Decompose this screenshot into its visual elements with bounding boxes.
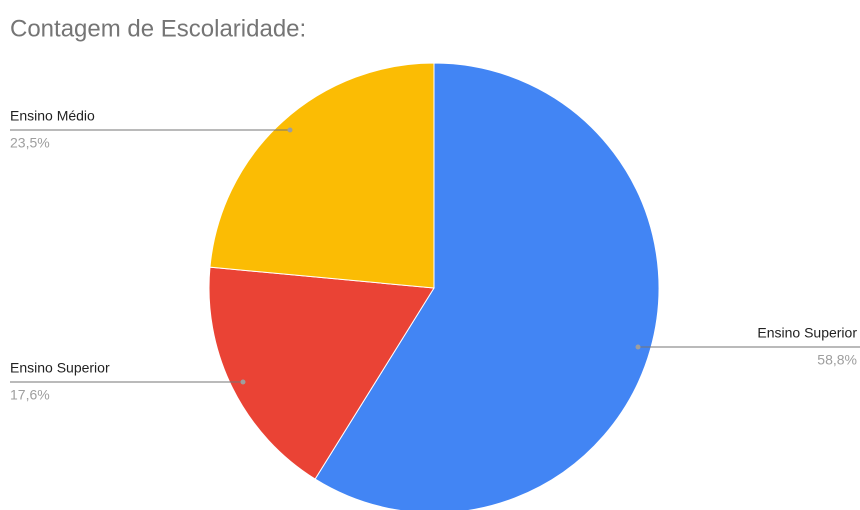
chart-title: Contagem de Escolaridade: [10, 15, 306, 42]
slice-value-label: 58,8% [817, 352, 857, 368]
slice-value-label: 23,5% [10, 135, 50, 151]
pie-slice [314, 62, 660, 510]
slice-label: Ensino Superior [757, 325, 857, 341]
slice-label: Ensino Médio [10, 108, 95, 124]
slice-value-label: 17,6% [10, 387, 50, 403]
leader-dot [287, 127, 293, 133]
slice-label: Ensino Superior [10, 360, 110, 376]
leader-dot [240, 379, 246, 385]
pie-slice [208, 266, 435, 480]
pie-slice [209, 62, 435, 289]
leader-dot [635, 344, 641, 350]
